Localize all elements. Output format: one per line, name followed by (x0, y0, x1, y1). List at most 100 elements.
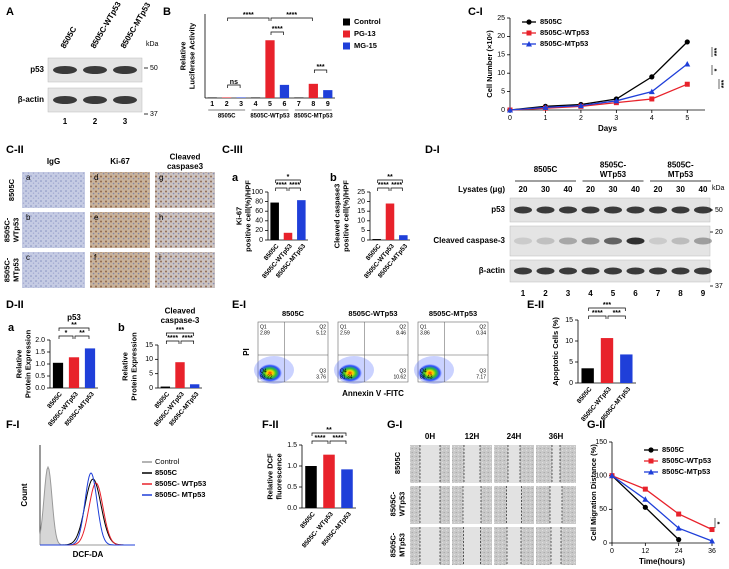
point (613, 97, 620, 104)
y-tick-label: 25 (357, 189, 365, 196)
blot-band (113, 66, 137, 74)
unit-label: kDa (712, 185, 725, 192)
legend-label: 8505C- WTp53 (155, 479, 206, 488)
quadrant-name: Q1 (260, 324, 267, 330)
blot-band (626, 206, 645, 214)
quadrant-value: 2.59 (340, 330, 350, 336)
y-tick-label: 15 (145, 342, 153, 349)
ihc-texture (22, 212, 85, 248)
group-label: 8505C-WTp53 (250, 114, 290, 120)
y-tick-label: 25 (497, 15, 505, 22)
y-tick-label: 80 (255, 198, 263, 205)
blot-band (671, 206, 690, 214)
blot-band (581, 237, 600, 245)
blot-band (536, 206, 555, 214)
legend-label: 8505C (662, 445, 685, 454)
y-tick-label: 5 (569, 359, 573, 366)
image-letter: g (159, 173, 163, 182)
group-label: 8505C (534, 165, 558, 174)
lane-number: 5 (611, 289, 616, 298)
legend-marker (526, 30, 532, 36)
ihc-texture (155, 212, 215, 248)
panel-label: E-II (527, 299, 544, 311)
point (609, 472, 615, 479)
bar (341, 469, 353, 508)
y-tick-label: 20 (497, 33, 505, 40)
legend-marker (526, 19, 532, 25)
significance-bracket (390, 187, 403, 191)
lane-number: 2 (543, 289, 548, 298)
ihc-texture (155, 172, 215, 208)
x-tick-label: 0 (508, 115, 512, 122)
marker-label: 50 (150, 65, 158, 72)
quadrant-name: Q4 (260, 368, 267, 374)
bar (175, 362, 185, 388)
x-tick-label: 4 (254, 101, 258, 108)
image-letter: h (159, 213, 163, 222)
unit-label: kDa (146, 41, 159, 48)
x-tick-label: 8505C (299, 511, 317, 530)
significance-label: *** (721, 80, 728, 88)
y-tick-label: 0 (361, 237, 365, 244)
ihc-texture (90, 212, 150, 248)
dose-label: 40 (699, 185, 708, 194)
legend-swatch (343, 42, 350, 50)
x-tick-label: 2 (225, 101, 229, 108)
bar (305, 466, 317, 508)
panel-label: B (163, 6, 171, 18)
point (675, 525, 682, 531)
significance-bracket (313, 69, 328, 73)
group-label: MTp53 (668, 170, 694, 179)
column-header: 0H (425, 432, 435, 441)
y-tick-label: 0.5 (287, 484, 297, 491)
quadrant-value: 8.46 (396, 330, 406, 336)
significance-label: ** (71, 322, 77, 329)
scratch-gap (420, 527, 440, 565)
y-tick-label: 0.5 (35, 373, 45, 380)
blot-band (53, 96, 77, 104)
chart-title: p53 (67, 313, 81, 322)
group-label: 8505C (218, 114, 236, 120)
panel-label: C-II (6, 144, 24, 156)
significance-bracket (180, 340, 195, 344)
bar (160, 386, 171, 388)
y-tick-label: 5 (149, 371, 153, 378)
point (676, 537, 682, 543)
significance-bracket (311, 432, 347, 436)
x-tick-label: 1 (544, 115, 548, 122)
dose-label: 40 (564, 185, 573, 194)
y-axis-label: Relative DCF (265, 453, 274, 500)
quadrant-name: Q3 (479, 368, 486, 374)
x-tick-label: 12 (641, 548, 649, 555)
blot-band (559, 206, 577, 214)
point (649, 74, 655, 80)
y-axis-label: Relative (120, 352, 129, 381)
ihc-texture (90, 172, 150, 208)
quadrant-name: Q2 (319, 324, 326, 330)
x-tick-label: 5 (685, 115, 689, 122)
significance-label: **** (289, 182, 300, 189)
point (642, 496, 649, 502)
y-tick-label: 2.0 (35, 337, 45, 344)
row-label: 8505C- (388, 491, 397, 516)
protein-label: β-actin (18, 95, 44, 104)
protein-label: p53 (491, 205, 505, 214)
x-tick-label: 36 (708, 548, 716, 555)
lane-number: 7 (656, 289, 661, 298)
bar (283, 232, 293, 240)
point (642, 486, 648, 492)
x-tick-label: 8 (311, 101, 315, 108)
bar (270, 202, 279, 240)
axis-label: DCF-DA (73, 550, 104, 559)
point (642, 504, 648, 510)
blot-band (649, 267, 667, 275)
quadrant-name: Q2 (399, 324, 406, 330)
blot-band (626, 267, 645, 275)
y-axis-label: Apoptotic Cells (%) (551, 317, 560, 386)
row-label: 8505C- (2, 257, 11, 282)
y-axis-label: Protein Expression (129, 332, 138, 401)
group-label: 8505C- (600, 160, 627, 169)
y-tick-label: 150 (595, 439, 607, 446)
quadrant-value: 93.22 (260, 374, 273, 380)
blot-band (536, 237, 555, 245)
